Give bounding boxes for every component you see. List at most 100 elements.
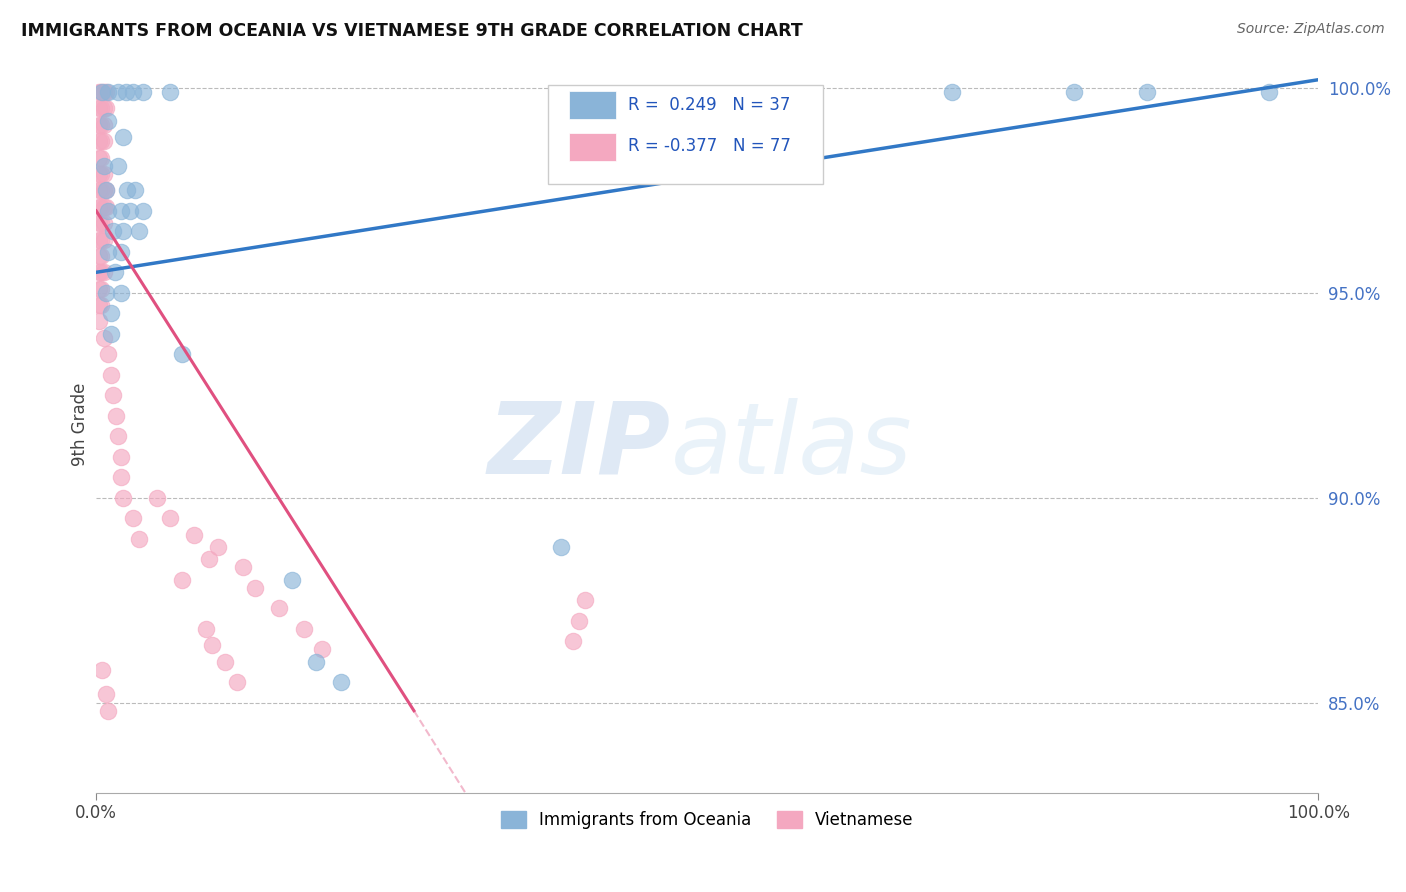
Point: [94, 183, 117, 197]
Point: [159, 85, 181, 99]
Point: [93, 85, 115, 99]
FancyBboxPatch shape: [548, 85, 824, 185]
Point: [90, 102, 112, 116]
Point: [112, 491, 135, 505]
Point: [87, 249, 110, 263]
Point: [93, 118, 115, 132]
Point: [110, 470, 132, 484]
Point: [93, 265, 115, 279]
Point: [269, 601, 291, 615]
Point: [110, 244, 132, 259]
Point: [90, 282, 112, 296]
Point: [103, 265, 125, 279]
Point: [225, 675, 247, 690]
Point: [195, 622, 218, 636]
Point: [87, 118, 110, 132]
Point: [107, 159, 129, 173]
Point: [574, 593, 596, 607]
Point: [94, 85, 117, 99]
Point: [90, 134, 112, 148]
Point: [121, 511, 143, 525]
Point: [90, 233, 112, 247]
Point: [87, 102, 110, 116]
Point: [170, 573, 193, 587]
Point: [97, 113, 120, 128]
Point: [100, 306, 122, 320]
Point: [91, 85, 114, 99]
Point: [87, 233, 110, 247]
Point: [94, 687, 117, 701]
Point: [128, 224, 150, 238]
Point: [243, 581, 266, 595]
Point: [170, 347, 193, 361]
Point: [93, 233, 115, 247]
Point: [87, 167, 110, 181]
Point: [87, 282, 110, 296]
Point: [87, 216, 110, 230]
Text: R =  0.249   N = 37: R = 0.249 N = 37: [628, 95, 790, 113]
Text: atlas: atlas: [671, 398, 912, 494]
Point: [201, 638, 224, 652]
Point: [114, 85, 136, 99]
Point: [100, 326, 122, 341]
Point: [90, 167, 112, 181]
Point: [93, 159, 115, 173]
Point: [561, 634, 583, 648]
Text: IMMIGRANTS FROM OCEANIA VS VIETNAMESE 9TH GRADE CORRELATION CHART: IMMIGRANTS FROM OCEANIA VS VIETNAMESE 9T…: [21, 22, 803, 40]
Point: [87, 183, 110, 197]
Text: Source: ZipAtlas.com: Source: ZipAtlas.com: [1237, 22, 1385, 37]
Point: [90, 265, 112, 279]
Point: [93, 102, 115, 116]
Point: [146, 491, 169, 505]
Point: [87, 200, 110, 214]
Point: [93, 167, 115, 181]
Point: [87, 265, 110, 279]
Point: [110, 285, 132, 300]
Point: [90, 85, 112, 99]
Point: [97, 244, 120, 259]
Point: [1136, 85, 1159, 99]
Point: [97, 347, 120, 361]
Point: [93, 331, 115, 345]
Text: ZIP: ZIP: [488, 398, 671, 494]
Point: [197, 552, 219, 566]
Point: [112, 130, 135, 145]
Point: [90, 298, 112, 312]
Point: [1063, 85, 1085, 99]
Point: [91, 663, 114, 677]
Point: [97, 704, 120, 718]
Point: [292, 622, 315, 636]
Point: [115, 183, 138, 197]
Y-axis label: 9th Grade: 9th Grade: [72, 382, 89, 466]
Point: [124, 183, 146, 197]
Point: [1258, 85, 1281, 99]
Point: [131, 203, 153, 218]
Point: [207, 540, 229, 554]
Point: [103, 224, 125, 238]
Point: [100, 368, 122, 382]
Point: [90, 249, 112, 263]
Point: [329, 675, 352, 690]
Point: [311, 642, 333, 657]
Point: [94, 102, 117, 116]
Point: [159, 511, 181, 525]
Point: [87, 151, 110, 165]
FancyBboxPatch shape: [569, 91, 616, 120]
Point: [90, 200, 112, 214]
Point: [97, 85, 120, 99]
Point: [94, 285, 117, 300]
Point: [214, 655, 236, 669]
Point: [87, 314, 110, 328]
Point: [128, 532, 150, 546]
Point: [94, 183, 117, 197]
FancyBboxPatch shape: [569, 133, 616, 161]
Point: [93, 200, 115, 214]
Point: [87, 134, 110, 148]
Text: R = -0.377   N = 77: R = -0.377 N = 77: [628, 136, 790, 155]
Point: [110, 203, 132, 218]
Point: [107, 429, 129, 443]
Point: [232, 560, 254, 574]
Point: [90, 151, 112, 165]
Point: [941, 85, 963, 99]
Point: [90, 216, 112, 230]
